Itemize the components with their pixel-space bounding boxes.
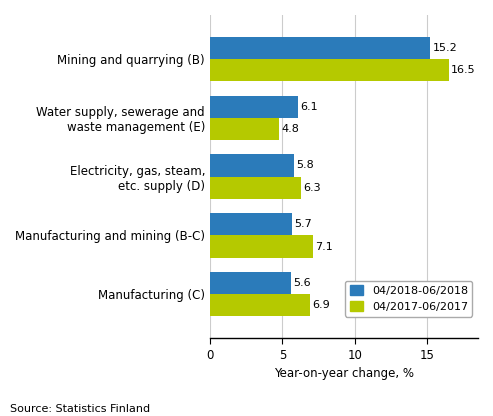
X-axis label: Year-on-year change, %: Year-on-year change, % xyxy=(274,367,414,380)
Text: 5.7: 5.7 xyxy=(295,219,313,229)
Text: 5.8: 5.8 xyxy=(296,161,314,171)
Text: 4.8: 4.8 xyxy=(282,124,299,134)
Text: Source: Statistics Finland: Source: Statistics Finland xyxy=(10,404,150,414)
Bar xyxy=(210,235,313,258)
Bar xyxy=(210,294,310,317)
Bar xyxy=(210,213,292,235)
Text: 15.2: 15.2 xyxy=(432,43,457,53)
Text: 5.6: 5.6 xyxy=(293,278,311,288)
Text: 7.1: 7.1 xyxy=(315,242,333,252)
Bar xyxy=(210,59,449,82)
Bar xyxy=(210,177,301,199)
Bar xyxy=(210,154,294,177)
Bar xyxy=(210,37,430,59)
Text: 6.1: 6.1 xyxy=(300,102,318,111)
Bar xyxy=(210,118,280,140)
Text: 6.9: 6.9 xyxy=(312,300,330,310)
Bar xyxy=(210,96,298,118)
Text: 16.5: 16.5 xyxy=(451,65,476,75)
Bar xyxy=(210,272,291,294)
Text: 6.3: 6.3 xyxy=(303,183,321,193)
Legend: 04/2018-06/2018, 04/2017-06/2017: 04/2018-06/2018, 04/2017-06/2017 xyxy=(345,280,472,317)
